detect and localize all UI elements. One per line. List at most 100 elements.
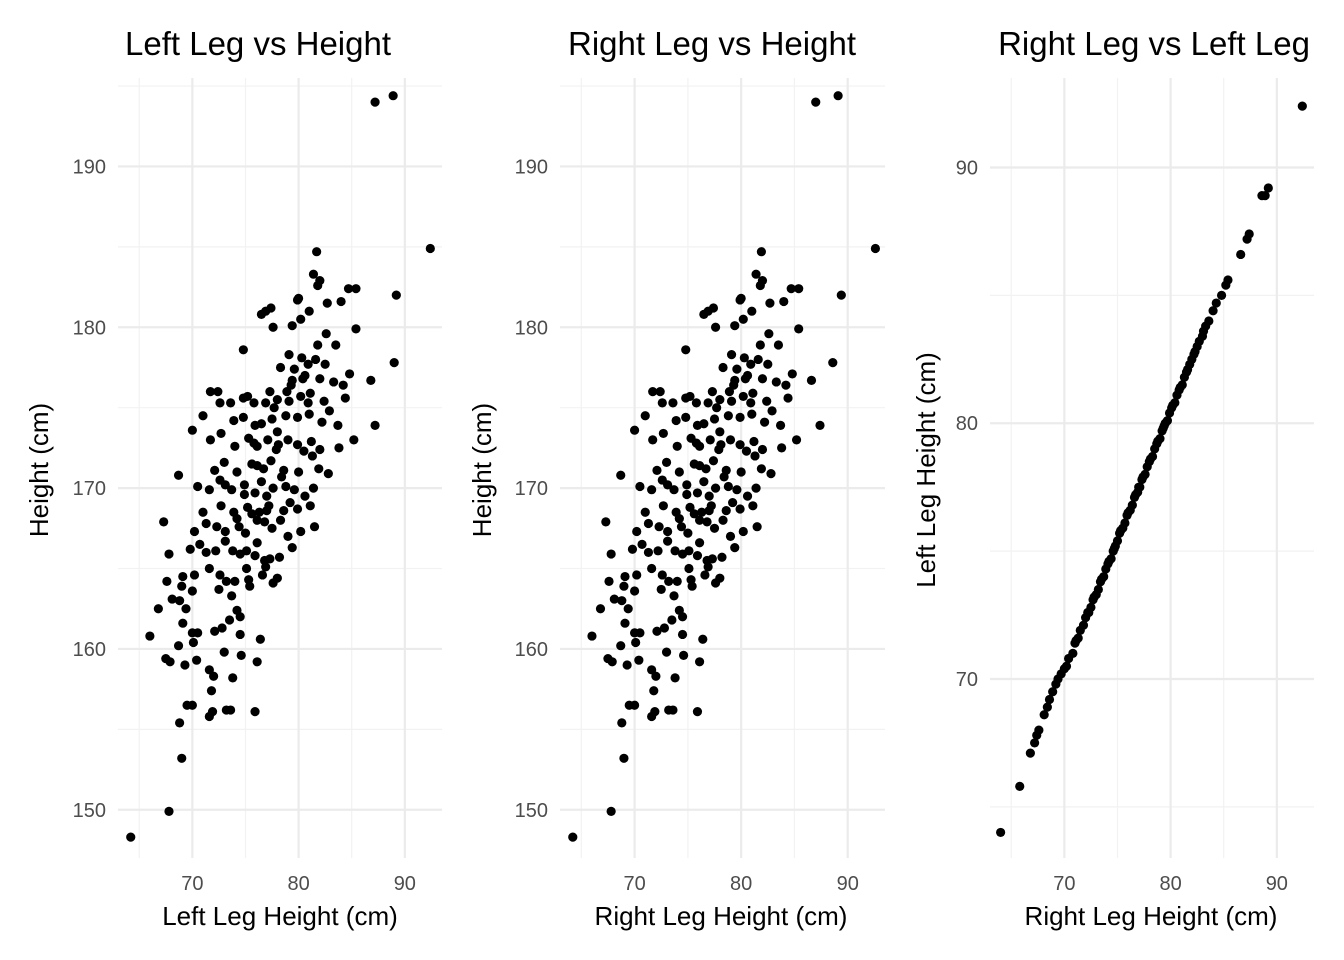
data-point [250, 488, 260, 498]
data-point [319, 396, 329, 406]
data-point [717, 552, 727, 562]
data-point [749, 436, 759, 447]
data-point [240, 528, 251, 538]
data-point [836, 290, 846, 300]
y-tick-label: 170 [515, 478, 548, 500]
data-point [167, 594, 177, 604]
panel-right-leg-vs-height: Right Leg vs Height Right Leg Height (cm… [467, 25, 885, 931]
data-point [256, 419, 267, 429]
data-point [709, 523, 720, 533]
y-axis-label: Height (cm) [467, 403, 497, 537]
y-axis-label: Height (cm) [24, 403, 54, 537]
data-point [219, 647, 229, 657]
data-point [692, 707, 703, 717]
data-point [238, 345, 248, 355]
data-point [704, 491, 714, 501]
data-point [1025, 748, 1035, 758]
data-point [627, 544, 638, 554]
data-point [265, 554, 275, 564]
data-point [751, 483, 761, 493]
data-point [620, 618, 630, 628]
data-point [187, 700, 197, 710]
data-point [679, 650, 689, 660]
data-point [794, 324, 804, 334]
data-point [721, 506, 731, 516]
data-point [185, 544, 195, 554]
data-point [783, 393, 793, 403]
x-tick-label: 70 [181, 873, 203, 895]
data-point [669, 591, 679, 601]
data-point [268, 483, 278, 493]
data-point [216, 428, 226, 439]
data-point [1048, 687, 1058, 697]
data-point [175, 718, 185, 728]
data-point [266, 303, 276, 313]
data-point [228, 673, 238, 683]
data-point [658, 501, 668, 511]
data-point [669, 485, 679, 495]
data-point [272, 395, 282, 405]
data-point [269, 403, 279, 413]
data-point [313, 340, 323, 350]
data-point [209, 671, 219, 681]
data-point [1109, 543, 1119, 554]
data-point [728, 497, 738, 508]
data-point [334, 443, 344, 453]
data-point [691, 398, 701, 408]
data-point [670, 546, 680, 556]
data-point [307, 451, 317, 461]
data-point [296, 391, 306, 402]
data-point [637, 539, 647, 549]
data-point [321, 329, 331, 339]
data-points [568, 91, 881, 842]
data-point [732, 485, 742, 495]
data-point [755, 340, 765, 350]
data-point [712, 403, 722, 413]
data-point [677, 629, 688, 640]
grid [560, 78, 885, 858]
data-point [663, 480, 673, 490]
data-point [616, 470, 626, 480]
data-point [252, 538, 262, 548]
data-point [201, 547, 211, 558]
tick-labels: 70 80 90 70 80 90 [956, 158, 1288, 895]
data-point [201, 518, 211, 529]
data-point [173, 641, 184, 651]
data-points [126, 91, 435, 842]
data-point [216, 501, 226, 511]
data-point [181, 604, 191, 614]
data-point [284, 350, 294, 360]
data-point [243, 391, 253, 402]
data-point [739, 353, 749, 363]
data-point [794, 284, 804, 294]
data-point [682, 489, 692, 500]
data-point [193, 628, 203, 638]
data-point [668, 398, 678, 408]
data-point [806, 375, 817, 385]
data-point [323, 469, 333, 479]
data-point [815, 420, 825, 430]
data-point [634, 655, 644, 665]
data-point [747, 306, 757, 316]
y-tick-label: 190 [73, 156, 106, 178]
data-point [694, 515, 705, 525]
data-point [296, 314, 306, 324]
data-point [315, 374, 325, 384]
data-point [681, 412, 691, 422]
data-point [732, 364, 742, 374]
data-point [275, 515, 286, 525]
data-point [777, 443, 787, 453]
data-point [672, 441, 682, 451]
data-point [705, 435, 715, 445]
data-point [833, 91, 843, 101]
data-point [227, 485, 237, 495]
data-point [213, 387, 223, 397]
data-point [206, 686, 217, 696]
data-point [1208, 306, 1218, 316]
data-point [647, 563, 657, 574]
data-point [305, 388, 315, 398]
data-point [617, 596, 627, 606]
data-point [1168, 400, 1178, 410]
data-point [220, 526, 230, 537]
